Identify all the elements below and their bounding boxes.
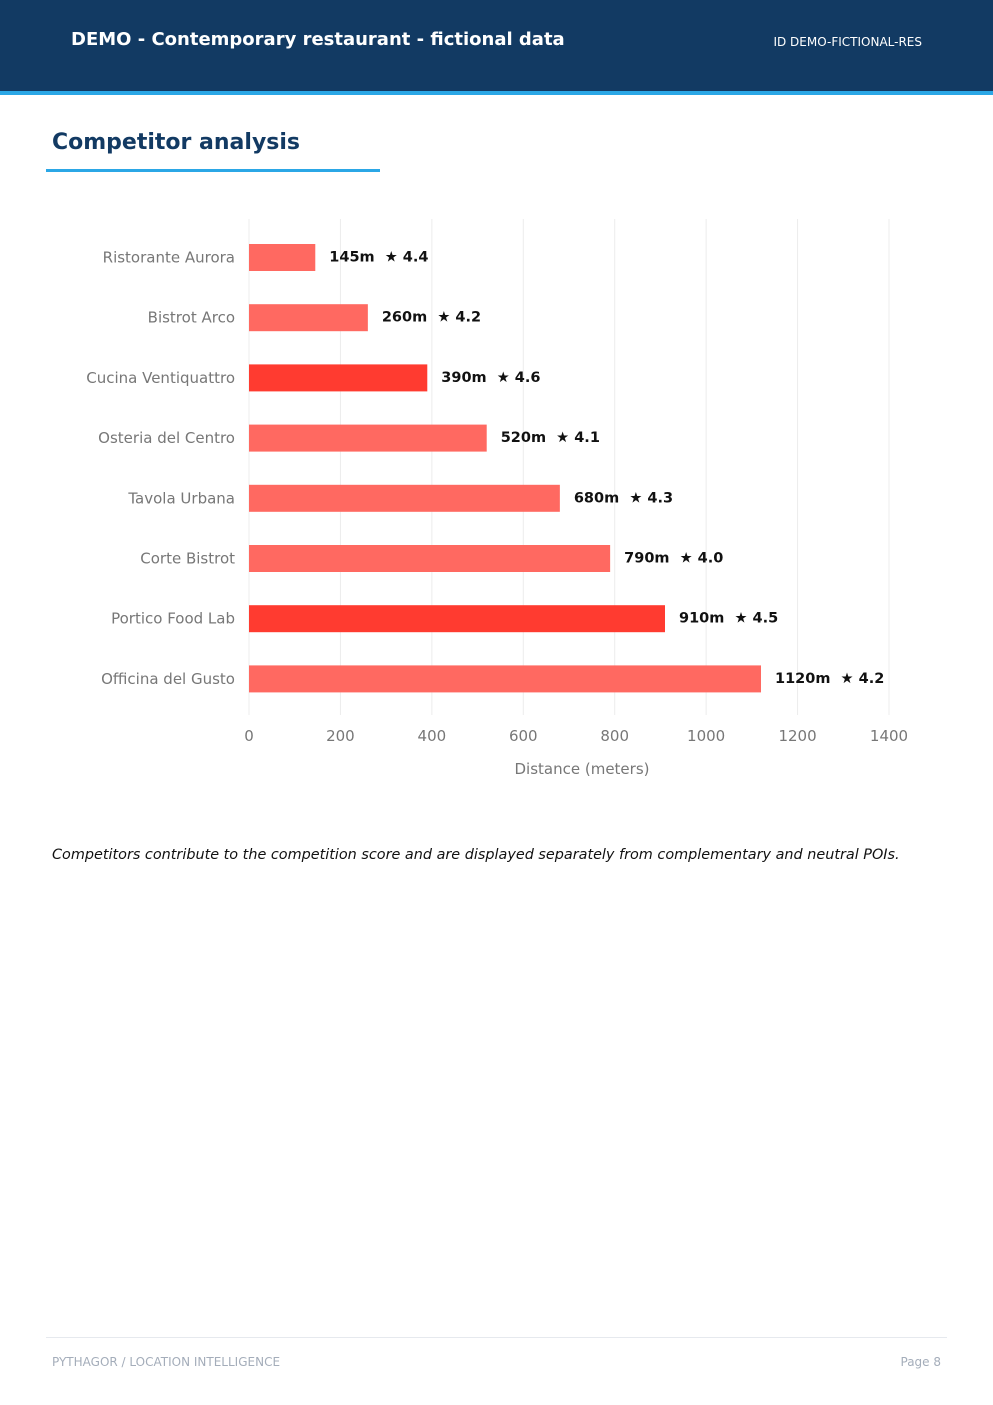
x-axis-title: Distance (meters) xyxy=(515,760,650,778)
bar-1 xyxy=(249,244,316,271)
bar-data-label: 790m ★ 4.0 xyxy=(624,551,723,567)
report-id: ID DEMO-FICTIONAL-RES xyxy=(773,35,922,49)
section-title-underline xyxy=(46,169,380,172)
section-title: Competitor analysis xyxy=(52,130,301,155)
header-accent-bar xyxy=(0,91,993,95)
category-label: Osteria del Centro xyxy=(98,429,235,447)
bar-data-label: 260m ★ 4.2 xyxy=(382,310,481,326)
x-tick-label: 1000 xyxy=(687,727,725,745)
footer-divider xyxy=(46,1337,947,1338)
bar-data-label: 390m ★ 4.6 xyxy=(441,370,540,386)
chart-caption: Competitors contribute to the competitio… xyxy=(52,847,900,863)
page-number: Page 8 xyxy=(900,1355,942,1369)
bar-5 xyxy=(249,484,560,512)
category-label: Cucina Ventiquattro xyxy=(86,369,235,387)
x-tick-label: 800 xyxy=(600,727,629,745)
bar-data-label: 1120m ★ 4.2 xyxy=(775,671,884,687)
x-tick-label: 200 xyxy=(326,727,355,745)
report-header xyxy=(0,0,993,91)
report-title: DEMO - Contemporary restaurant - fiction… xyxy=(71,29,565,50)
footer-brand: PYTHAGOR / LOCATION INTELLIGENCE xyxy=(52,1355,281,1369)
bar-4 xyxy=(249,424,487,452)
bar-data-label: 145m ★ 4.4 xyxy=(329,250,428,266)
x-tick-label: 400 xyxy=(418,727,447,745)
chart-labels: 0 200 400 600 800 1000 1200 1400 Ristorante Auro… xyxy=(86,249,908,746)
bar-8 xyxy=(249,665,761,693)
bar-3 xyxy=(249,364,428,392)
category-label: Portico Food Lab xyxy=(111,610,235,628)
bar-data-label: 680m ★ 4.3 xyxy=(574,490,673,506)
bar-data-label: 520m ★ 4.1 xyxy=(501,430,600,446)
x-tick-label: 600 xyxy=(509,727,538,745)
category-label: Officina del Gusto xyxy=(101,670,235,688)
category-label: Ristorante Aurora xyxy=(103,249,235,267)
category-label: Tavola Urbana xyxy=(127,489,235,507)
bar-2 xyxy=(249,304,368,332)
bar-6 xyxy=(249,545,611,572)
bar-data-label: 910m ★ 4.5 xyxy=(679,611,778,627)
competitor-distance-chart: 0 200 400 600 800 1000 1200 1400 Ristorante Auro… xyxy=(86,219,908,778)
chart-grid xyxy=(248,219,890,715)
x-tick-label: 1200 xyxy=(778,727,816,745)
bar-7 xyxy=(249,605,665,633)
chart-bars xyxy=(249,244,761,693)
x-tick-label: 0 xyxy=(244,727,254,745)
category-label: Corte Bistrot xyxy=(140,550,235,568)
x-tick-label: 1400 xyxy=(870,727,908,745)
category-label: Bistrot Arco xyxy=(148,309,235,327)
